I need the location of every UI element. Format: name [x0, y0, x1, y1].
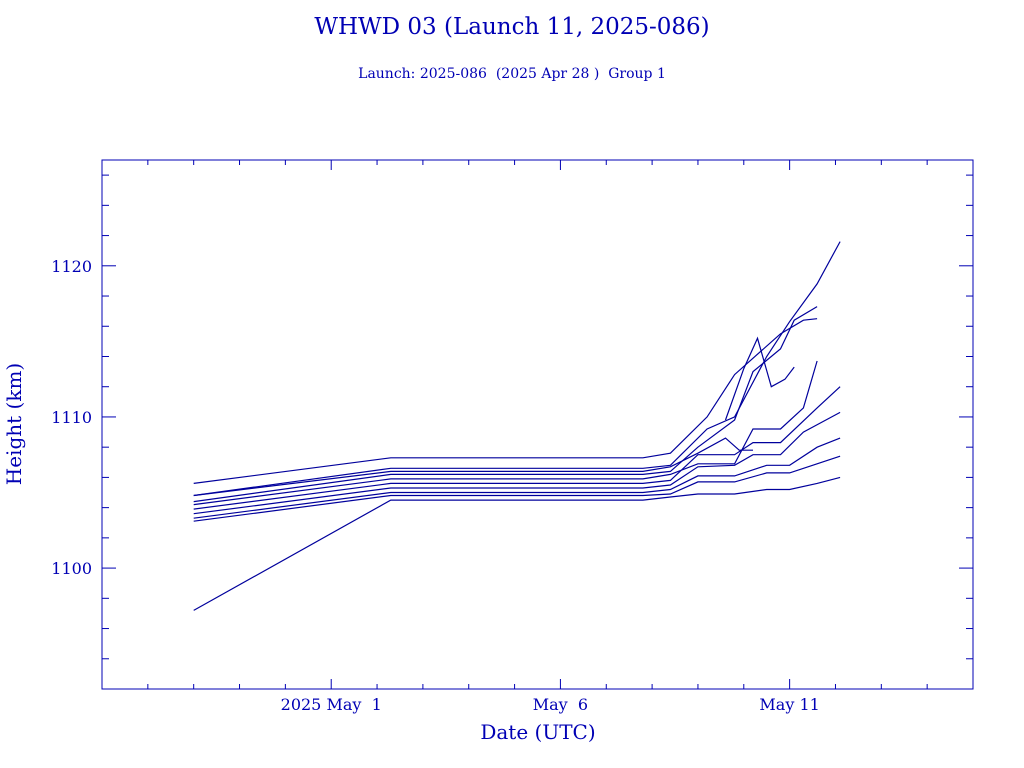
series-line-10 — [193, 437, 753, 497]
series-line-8 — [193, 455, 841, 522]
tick-labels: 2025 May 1 May 6 May 11 1100 1110 1120 — [51, 257, 820, 714]
axis-ticks — [102, 160, 973, 690]
y-tick-label: 1120 — [51, 257, 92, 276]
series-line-1 — [193, 318, 818, 484]
x-axis-label: Date (UTC) — [480, 720, 595, 744]
x-tick-label: May 6 — [533, 695, 588, 714]
chart-subtitle: Launch: 2025-086 (2025 Apr 28 ) Group 1 — [358, 66, 666, 82]
chart-title: WHWD 03 (Launch 11, 2025-086) — [314, 14, 710, 40]
y-tick-label: 1100 — [51, 559, 92, 578]
plot-frame — [101, 159, 974, 690]
series-line-2 — [193, 241, 841, 497]
series-line-9 — [193, 476, 841, 611]
series-line-11 — [724, 336, 795, 421]
y-tick-label: 1110 — [51, 408, 92, 427]
series-line-5 — [193, 386, 841, 510]
series-line-6 — [193, 411, 841, 515]
series-group — [193, 241, 841, 611]
x-tick-label: 2025 May 1 — [281, 695, 382, 714]
y-axis-label: Height (km) — [2, 363, 26, 485]
x-tick-label: May 11 — [759, 695, 819, 714]
series-line-3 — [193, 306, 818, 503]
series-line-4 — [193, 360, 818, 506]
series-line-7 — [193, 437, 841, 519]
